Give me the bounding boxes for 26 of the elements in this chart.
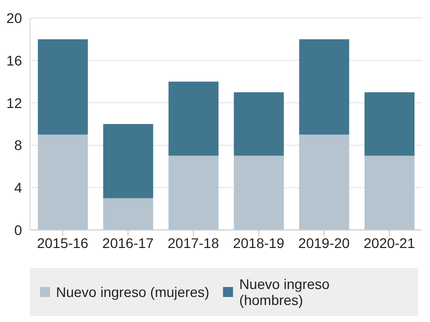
- bar: [234, 156, 284, 230]
- bar: [234, 92, 284, 156]
- y-tick-label: 20: [6, 10, 22, 26]
- y-tick-label: 4: [14, 180, 22, 196]
- bar: [168, 156, 219, 230]
- x-tick-label: 2019-20: [298, 234, 350, 251]
- y-tick-label: 8: [14, 137, 22, 154]
- x-tick-label: 2016-17: [102, 234, 154, 251]
- bar: [38, 39, 88, 135]
- y-tick-label: 12: [6, 94, 22, 111]
- x-tick-label: 2020-21: [364, 234, 416, 251]
- x-tick-label: 2015-16: [36, 234, 89, 251]
- y-tick-label: 16: [6, 52, 22, 68]
- x-tick-label: 2018-19: [232, 234, 285, 251]
- bar: [364, 92, 415, 156]
- bar: [299, 39, 350, 135]
- bar: [38, 134, 88, 230]
- legend-label: Nuevo ingreso (hombres): [239, 276, 331, 308]
- bar: [299, 134, 350, 230]
- bar: [103, 198, 154, 230]
- legend-label: Nuevo ingreso (mujeres): [56, 284, 210, 300]
- bar: [168, 82, 219, 156]
- bar: [103, 124, 154, 198]
- x-tick-label: 2017-18: [168, 234, 220, 251]
- y-tick-label: 0: [14, 222, 22, 238]
- bar: [364, 156, 415, 230]
